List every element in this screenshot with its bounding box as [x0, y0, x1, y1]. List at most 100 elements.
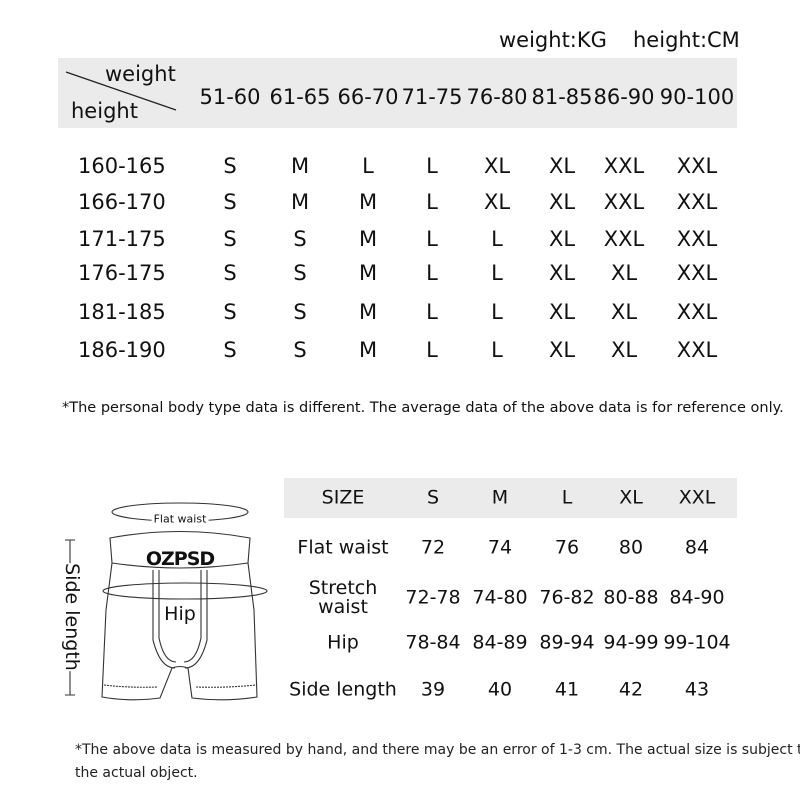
size-cell: L — [426, 300, 438, 324]
size-cell: S — [223, 154, 237, 178]
measurement-header-cell: XL — [619, 486, 643, 509]
measurement-cell: 80 — [618, 536, 644, 559]
measurement-cell: 74 — [487, 536, 513, 559]
size-cell: M — [290, 190, 310, 214]
measurement-cell: 72 — [420, 536, 446, 559]
size-cell: M — [358, 300, 378, 324]
weight-unit: weight:KG — [499, 28, 607, 52]
top-table-header — [58, 58, 737, 128]
height-row-label: 176-175 — [78, 261, 166, 285]
size-cell: L — [426, 261, 438, 285]
corner-weight-label: weight — [105, 62, 176, 86]
measurement-row-label: Hip — [327, 631, 359, 654]
size-cell: XXL — [676, 154, 718, 178]
measurement-table-header — [284, 478, 737, 518]
size-cell: S — [293, 227, 307, 251]
size-cell: S — [293, 300, 307, 324]
size-cell: S — [293, 261, 307, 285]
size-cell: XL — [548, 190, 576, 214]
height-row-label: 171-175 — [78, 227, 166, 251]
measurement-row-label: Stretch waist — [308, 577, 378, 618]
top-footnote: *The personal body type data is differen… — [62, 400, 784, 416]
size-cell: L — [491, 300, 503, 324]
side-length-label: Side length — [61, 563, 83, 671]
weight-column-header: 71-75 — [401, 85, 463, 109]
size-cell: XL — [548, 338, 576, 362]
size-cell: S — [223, 261, 237, 285]
size-cell: S — [293, 338, 307, 362]
size-cell: XXL — [676, 261, 718, 285]
measurement-header-cell: XXL — [678, 486, 716, 509]
size-cell: XL — [548, 154, 576, 178]
size-cell: M — [358, 338, 378, 362]
size-cell: L — [426, 190, 438, 214]
measurement-cell: 42 — [618, 678, 644, 701]
weight-column-header: 86-90 — [593, 85, 655, 109]
measurement-row-label: Side length — [289, 678, 397, 701]
measurement-cell: 76-82 — [539, 586, 595, 609]
shorts-diagram — [65, 502, 268, 701]
size-cell: M — [358, 227, 378, 251]
size-cell: L — [491, 261, 503, 285]
measurement-cell: 76 — [554, 536, 580, 559]
size-cell: XXL — [676, 338, 718, 362]
size-cell: XXL — [603, 190, 645, 214]
measurement-cell: 84-90 — [669, 586, 725, 609]
size-cell: M — [290, 154, 310, 178]
size-cell: M — [358, 190, 378, 214]
size-cell: XXL — [676, 227, 718, 251]
size-cell: S — [223, 300, 237, 324]
measurement-cell: 80-88 — [603, 586, 659, 609]
size-cell: L — [491, 338, 503, 362]
size-cell: L — [491, 227, 503, 251]
measurement-cell: 78-84 — [405, 631, 461, 654]
size-cell: XL — [610, 338, 638, 362]
size-cell: L — [426, 227, 438, 251]
measurement-cell: 41 — [554, 678, 580, 701]
bottom-footnote-line2: the actual object. — [75, 765, 198, 781]
weight-column-header: 61-65 — [269, 85, 331, 109]
size-cell: XL — [483, 190, 511, 214]
size-cell: L — [362, 154, 374, 178]
measurement-header-cell: S — [426, 486, 440, 509]
size-cell: XL — [483, 154, 511, 178]
flat-waist-label: Flat waist — [151, 512, 209, 526]
measurement-cell: 74-80 — [472, 586, 528, 609]
size-cell: XL — [548, 300, 576, 324]
size-cell: L — [426, 338, 438, 362]
measurement-cell: 72-78 — [405, 586, 461, 609]
weight-column-header: 76-80 — [466, 85, 528, 109]
measurement-cell: 89-94 — [539, 631, 595, 654]
measurement-header-cell: SIZE — [321, 486, 365, 509]
corner-diagonal — [65, 71, 177, 111]
size-cell: XXL — [603, 154, 645, 178]
measurement-row-label: Flat waist — [297, 536, 389, 559]
weight-column-header: 51-60 — [199, 85, 261, 109]
height-row-label: 186-190 — [78, 338, 166, 362]
size-cell: XL — [548, 227, 576, 251]
size-cell: XL — [610, 300, 638, 324]
height-unit: height:CM — [633, 28, 740, 52]
size-cell: S — [223, 190, 237, 214]
size-cell: L — [426, 154, 438, 178]
measurement-cell: 99-104 — [663, 631, 731, 654]
measurement-cell: 40 — [487, 678, 513, 701]
hip-label: Hip — [164, 603, 196, 625]
size-cell: XL — [548, 261, 576, 285]
weight-column-header: 90-100 — [659, 85, 735, 109]
bottom-footnote-line1: *The above data is measured by hand, and… — [75, 742, 800, 758]
measurement-cell: 84 — [684, 536, 710, 559]
height-row-label: 181-185 — [78, 300, 166, 324]
measurement-header-cell: M — [491, 486, 509, 509]
measurement-cell: 43 — [684, 678, 710, 701]
brand-logo: OZPSD — [145, 548, 215, 570]
measurement-cell: 84-89 — [472, 631, 528, 654]
measurement-cell: 94-99 — [603, 631, 659, 654]
size-cell: XXL — [676, 300, 718, 324]
measurement-header-cell: L — [561, 486, 573, 509]
weight-column-header: 81-85 — [531, 85, 593, 109]
size-cell: XL — [610, 261, 638, 285]
weight-column-header: 66-70 — [337, 85, 399, 109]
size-cell: M — [358, 261, 378, 285]
